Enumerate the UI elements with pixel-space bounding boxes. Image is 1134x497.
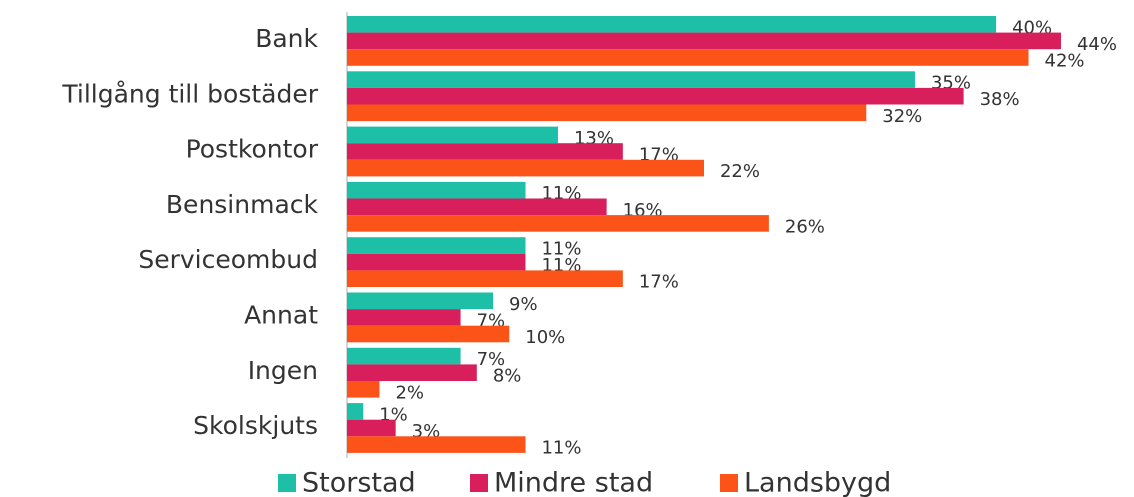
data-label: 10% <box>525 327 565 348</box>
legend-swatch <box>470 474 488 492</box>
bar <box>347 347 461 365</box>
bar <box>347 143 623 160</box>
bar <box>347 253 526 271</box>
bar <box>347 159 704 177</box>
data-label: 2% <box>395 382 424 403</box>
category-label: Postkontor <box>186 135 319 164</box>
bar <box>347 87 964 105</box>
bar <box>347 364 477 381</box>
data-label: 11% <box>541 239 581 260</box>
bar <box>347 16 997 33</box>
data-label: 7% <box>477 349 506 370</box>
data-label: 8% <box>493 366 522 387</box>
bar <box>347 419 396 437</box>
bar <box>347 309 461 326</box>
bar <box>347 325 510 343</box>
category-label: Ingen <box>248 356 318 385</box>
bar <box>347 49 1029 66</box>
bar <box>347 436 526 453</box>
data-label: 22% <box>720 161 760 182</box>
bar <box>347 198 607 216</box>
bar <box>347 71 915 88</box>
category-label: Skolskjuts <box>193 411 318 440</box>
legend-label: Landsbygd <box>744 468 891 497</box>
data-label: 9% <box>509 294 538 315</box>
bar <box>347 126 558 144</box>
legend-label: Mindre stad <box>494 468 653 497</box>
data-label: 17% <box>639 272 679 293</box>
legend-swatch <box>720 474 738 492</box>
bar <box>347 237 526 254</box>
data-label: 32% <box>882 106 922 127</box>
bar <box>347 215 769 232</box>
legend-swatch <box>278 474 296 492</box>
category-label: Bensinmack <box>166 190 319 219</box>
bar <box>347 292 494 310</box>
data-label: 42% <box>1045 51 1085 72</box>
category-label: Annat <box>244 301 318 330</box>
bar <box>347 32 1061 50</box>
data-label: 26% <box>785 216 825 237</box>
bar <box>347 381 380 398</box>
legend-label: Storstad <box>302 468 416 497</box>
bar <box>347 104 867 122</box>
bar <box>347 403 364 420</box>
category-label: Tillgång till bostäder <box>61 79 318 108</box>
bar <box>347 181 526 199</box>
category-label: Bank <box>255 24 318 53</box>
data-label: 11% <box>541 438 581 459</box>
bar <box>347 270 623 287</box>
data-label: 44% <box>1077 34 1117 55</box>
category-label: Serviceombud <box>138 245 318 274</box>
data-label: 38% <box>980 89 1020 110</box>
